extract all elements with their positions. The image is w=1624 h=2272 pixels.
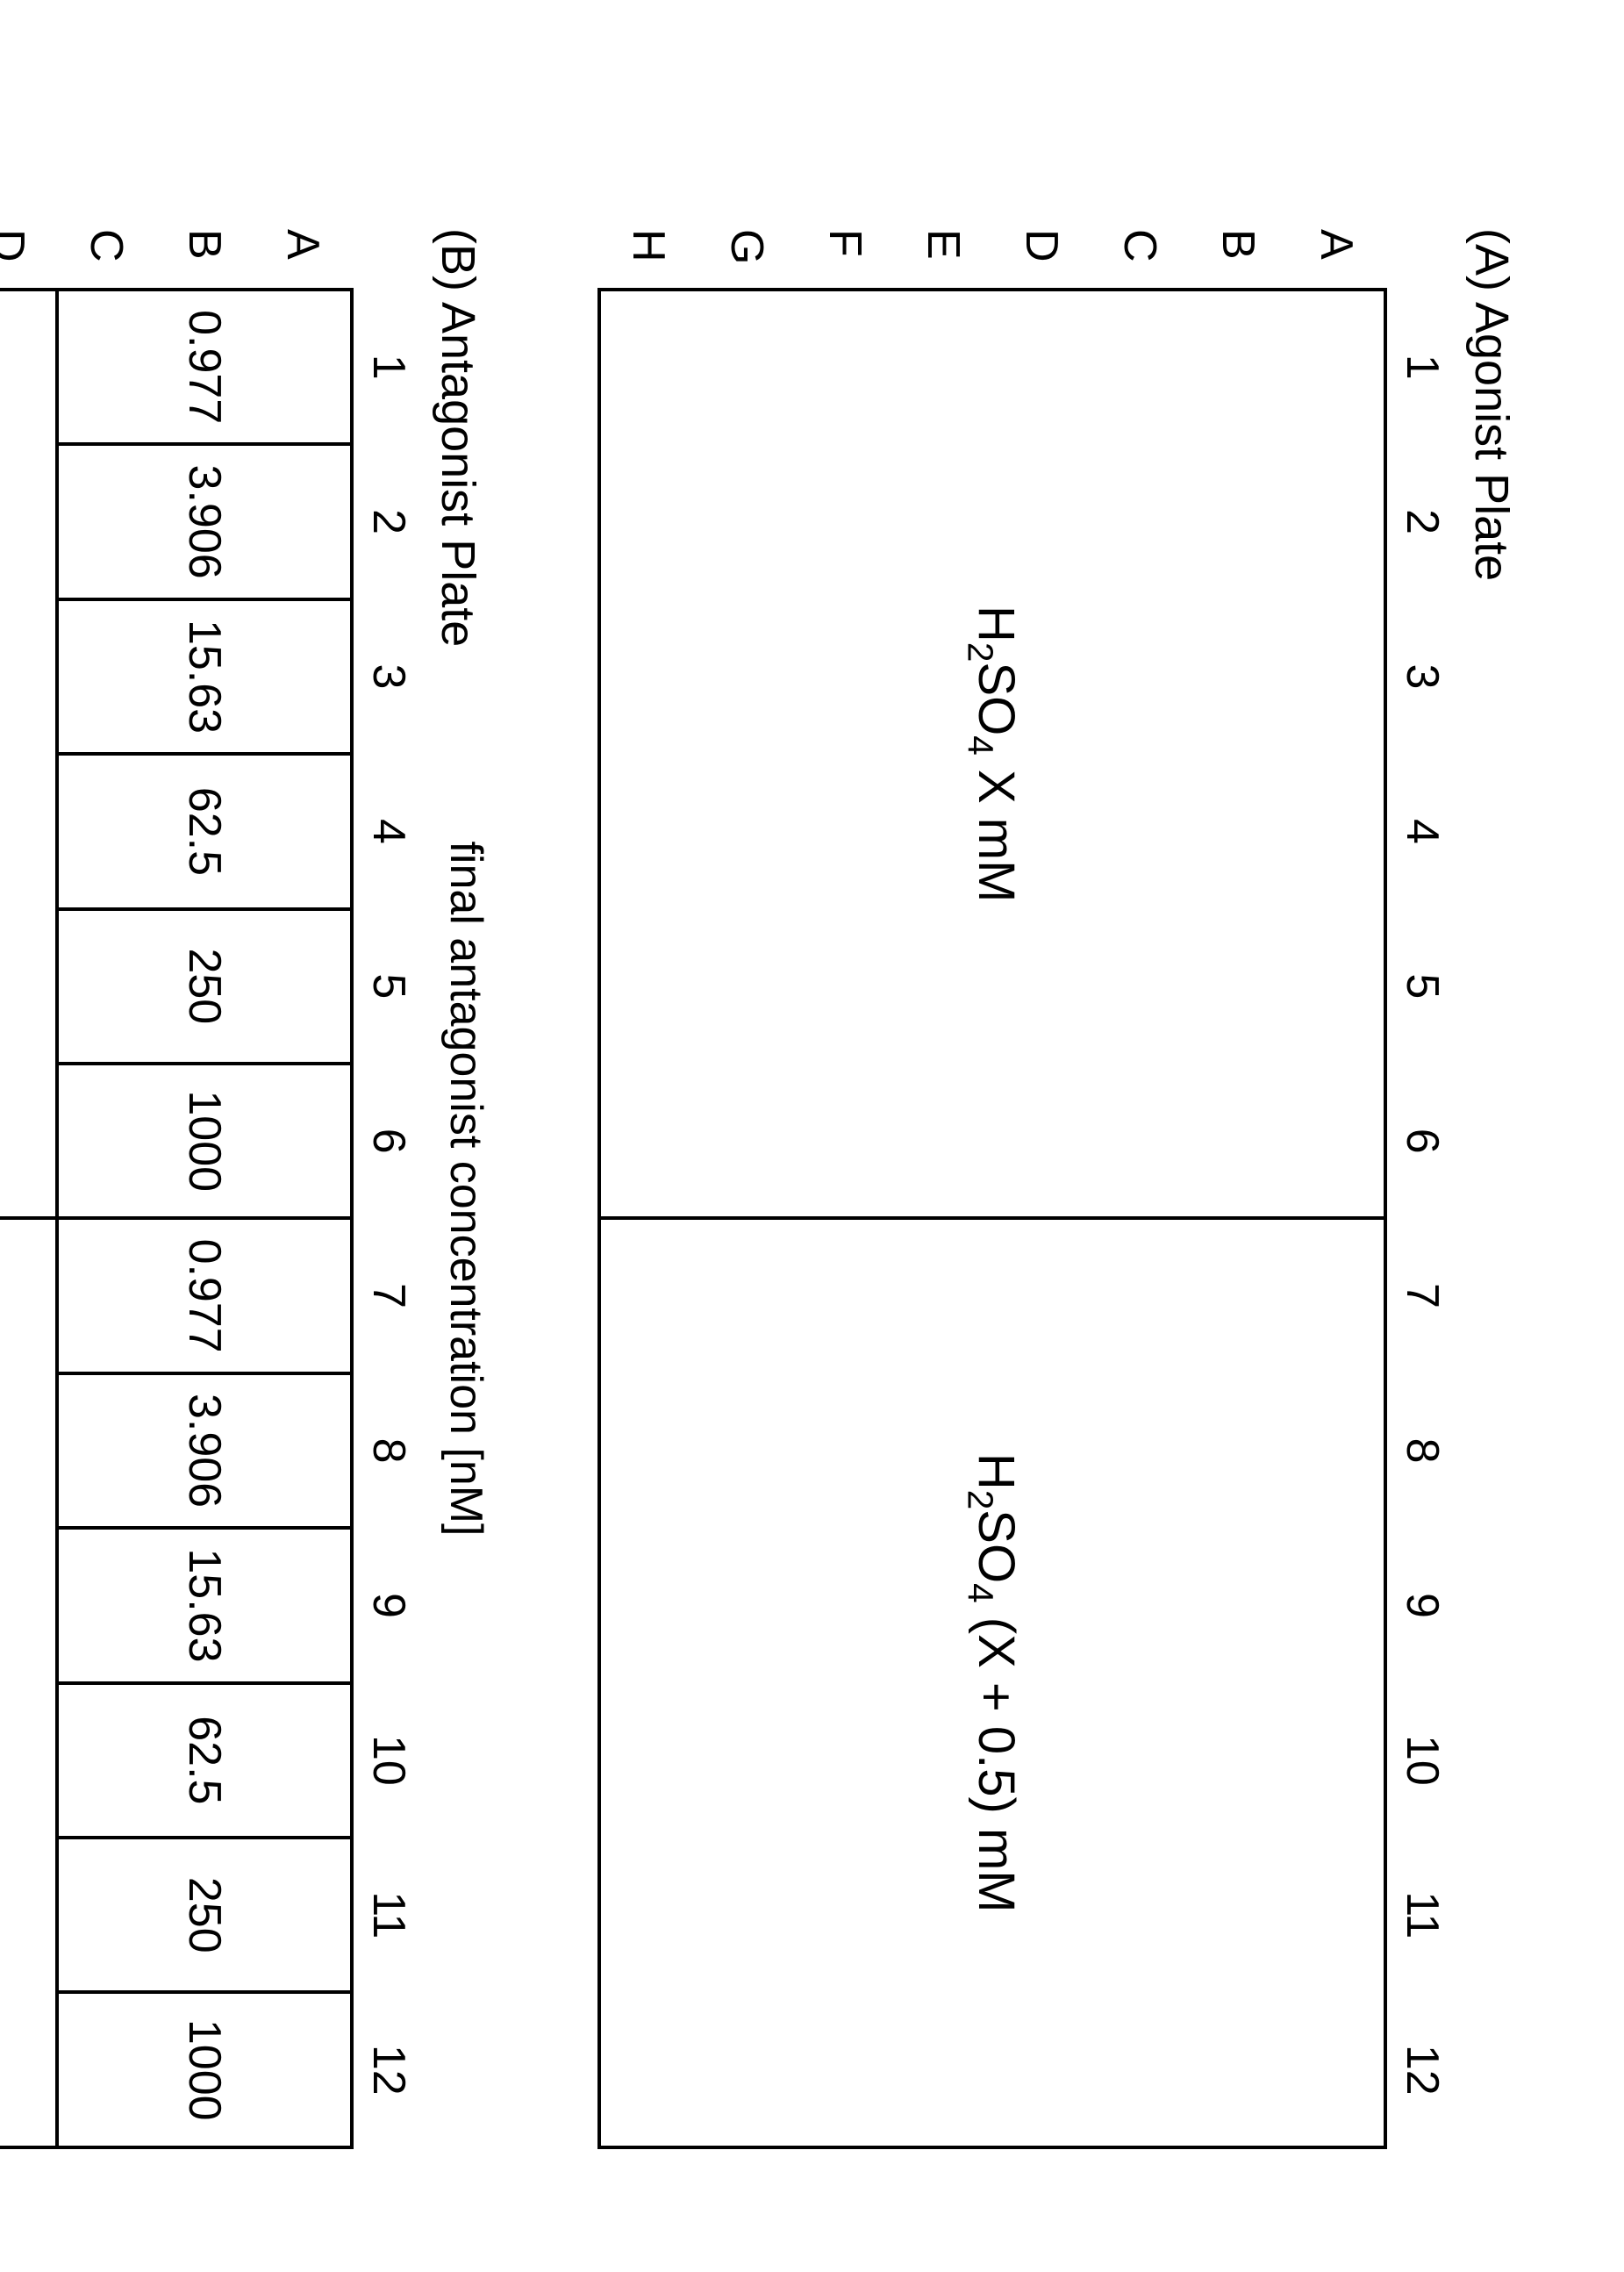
agonist-right-region: H2SO4 (X + 0.5) mM [599,1218,1385,2147]
col-head: 1 [352,290,420,444]
col-head: 12 [1385,1992,1454,2147]
agonist-row: A H2SO4 X mM H2SO4 (X + 0.5) mM [1287,228,1385,2147]
row-label: A [1287,228,1385,290]
spacer [1385,228,1454,290]
antagonist-col-header-row: 1 2 3 4 5 6 7 8 9 10 11 12 [352,228,420,2147]
col-head: 11 [352,1838,420,1992]
col-head: 6 [352,1064,420,1218]
no-antagonists-region: No Antagonists [0,290,57,1218]
col-head: 8 [352,1373,420,1528]
cell: 0.977 [57,290,352,444]
row-label: D [0,228,57,290]
col-head: 1 [1385,290,1454,444]
col-head: 6 [1385,1064,1454,1218]
cell: 250 [57,909,352,1064]
agonist-title: (A) Agonist Plate [1464,228,1519,2149]
agonist-col-header-row: 1 2 3 4 5 6 7 8 9 10 11 12 [1385,228,1454,2147]
col-head: 9 [1385,1528,1454,1682]
col-head: 8 [1385,1373,1454,1528]
cell: 62.5 [57,754,352,908]
row-label: E [894,228,992,290]
cell: 0.977 [57,1218,352,1373]
col-head: 10 [1385,1683,1454,1838]
antagonist-row: A 0.977 3.906 15.63 62.5 250 1000 0.977 … [254,228,352,2147]
col-head: 3 [1385,599,1454,754]
col-head: 2 [1385,444,1454,598]
antagonist-row: D No Antagonists No Antagonists [0,228,57,2147]
row-label: F [796,228,894,290]
cell: 15.63 [57,599,352,754]
row-label: C [57,228,155,290]
agonist-left-region: H2SO4 X mM [599,290,1385,1218]
row-label: B [155,228,254,290]
col-head: 3 [352,599,420,754]
cell: 15.63 [57,1528,352,1682]
col-head: 9 [352,1528,420,1682]
figure-wrapper: (A) Agonist Plate 1 2 3 4 5 6 7 8 9 10 1… [0,0,1624,2272]
row-label: A [254,228,352,290]
cell: 250 [57,1838,352,1992]
col-head: 10 [352,1683,420,1838]
row-label: C [1091,228,1189,290]
row-label: D [992,228,1091,290]
cell: 1000 [57,1064,352,1218]
antagonist-table: 1 2 3 4 5 6 7 8 9 10 11 12 A 0.977 3.906… [0,228,420,2149]
col-head: 2 [352,444,420,598]
cell: 62.5 [57,1683,352,1838]
row-label: B [1189,228,1287,290]
cell: 3.906 [57,444,352,598]
col-head: 4 [352,754,420,908]
agonist-table: 1 2 3 4 5 6 7 8 9 10 11 12 A H2SO4 X mM … [597,228,1454,2149]
col-head: 5 [1385,909,1454,1064]
col-head: 7 [352,1218,420,1373]
col-head: 12 [352,1992,420,2147]
col-head: 4 [1385,754,1454,908]
row-label: G [698,228,796,290]
spacer [352,228,420,290]
row-label: H [599,228,698,290]
col-head: 5 [352,909,420,1064]
cell: 1000 [57,1992,352,2147]
col-head: 7 [1385,1218,1454,1373]
cell: 3.906 [57,1373,352,1528]
col-head: 11 [1385,1838,1454,1992]
no-antagonists-region: No Antagonists [0,1218,57,2147]
antagonist-title: (B) Antagonist Plate [431,228,485,2149]
